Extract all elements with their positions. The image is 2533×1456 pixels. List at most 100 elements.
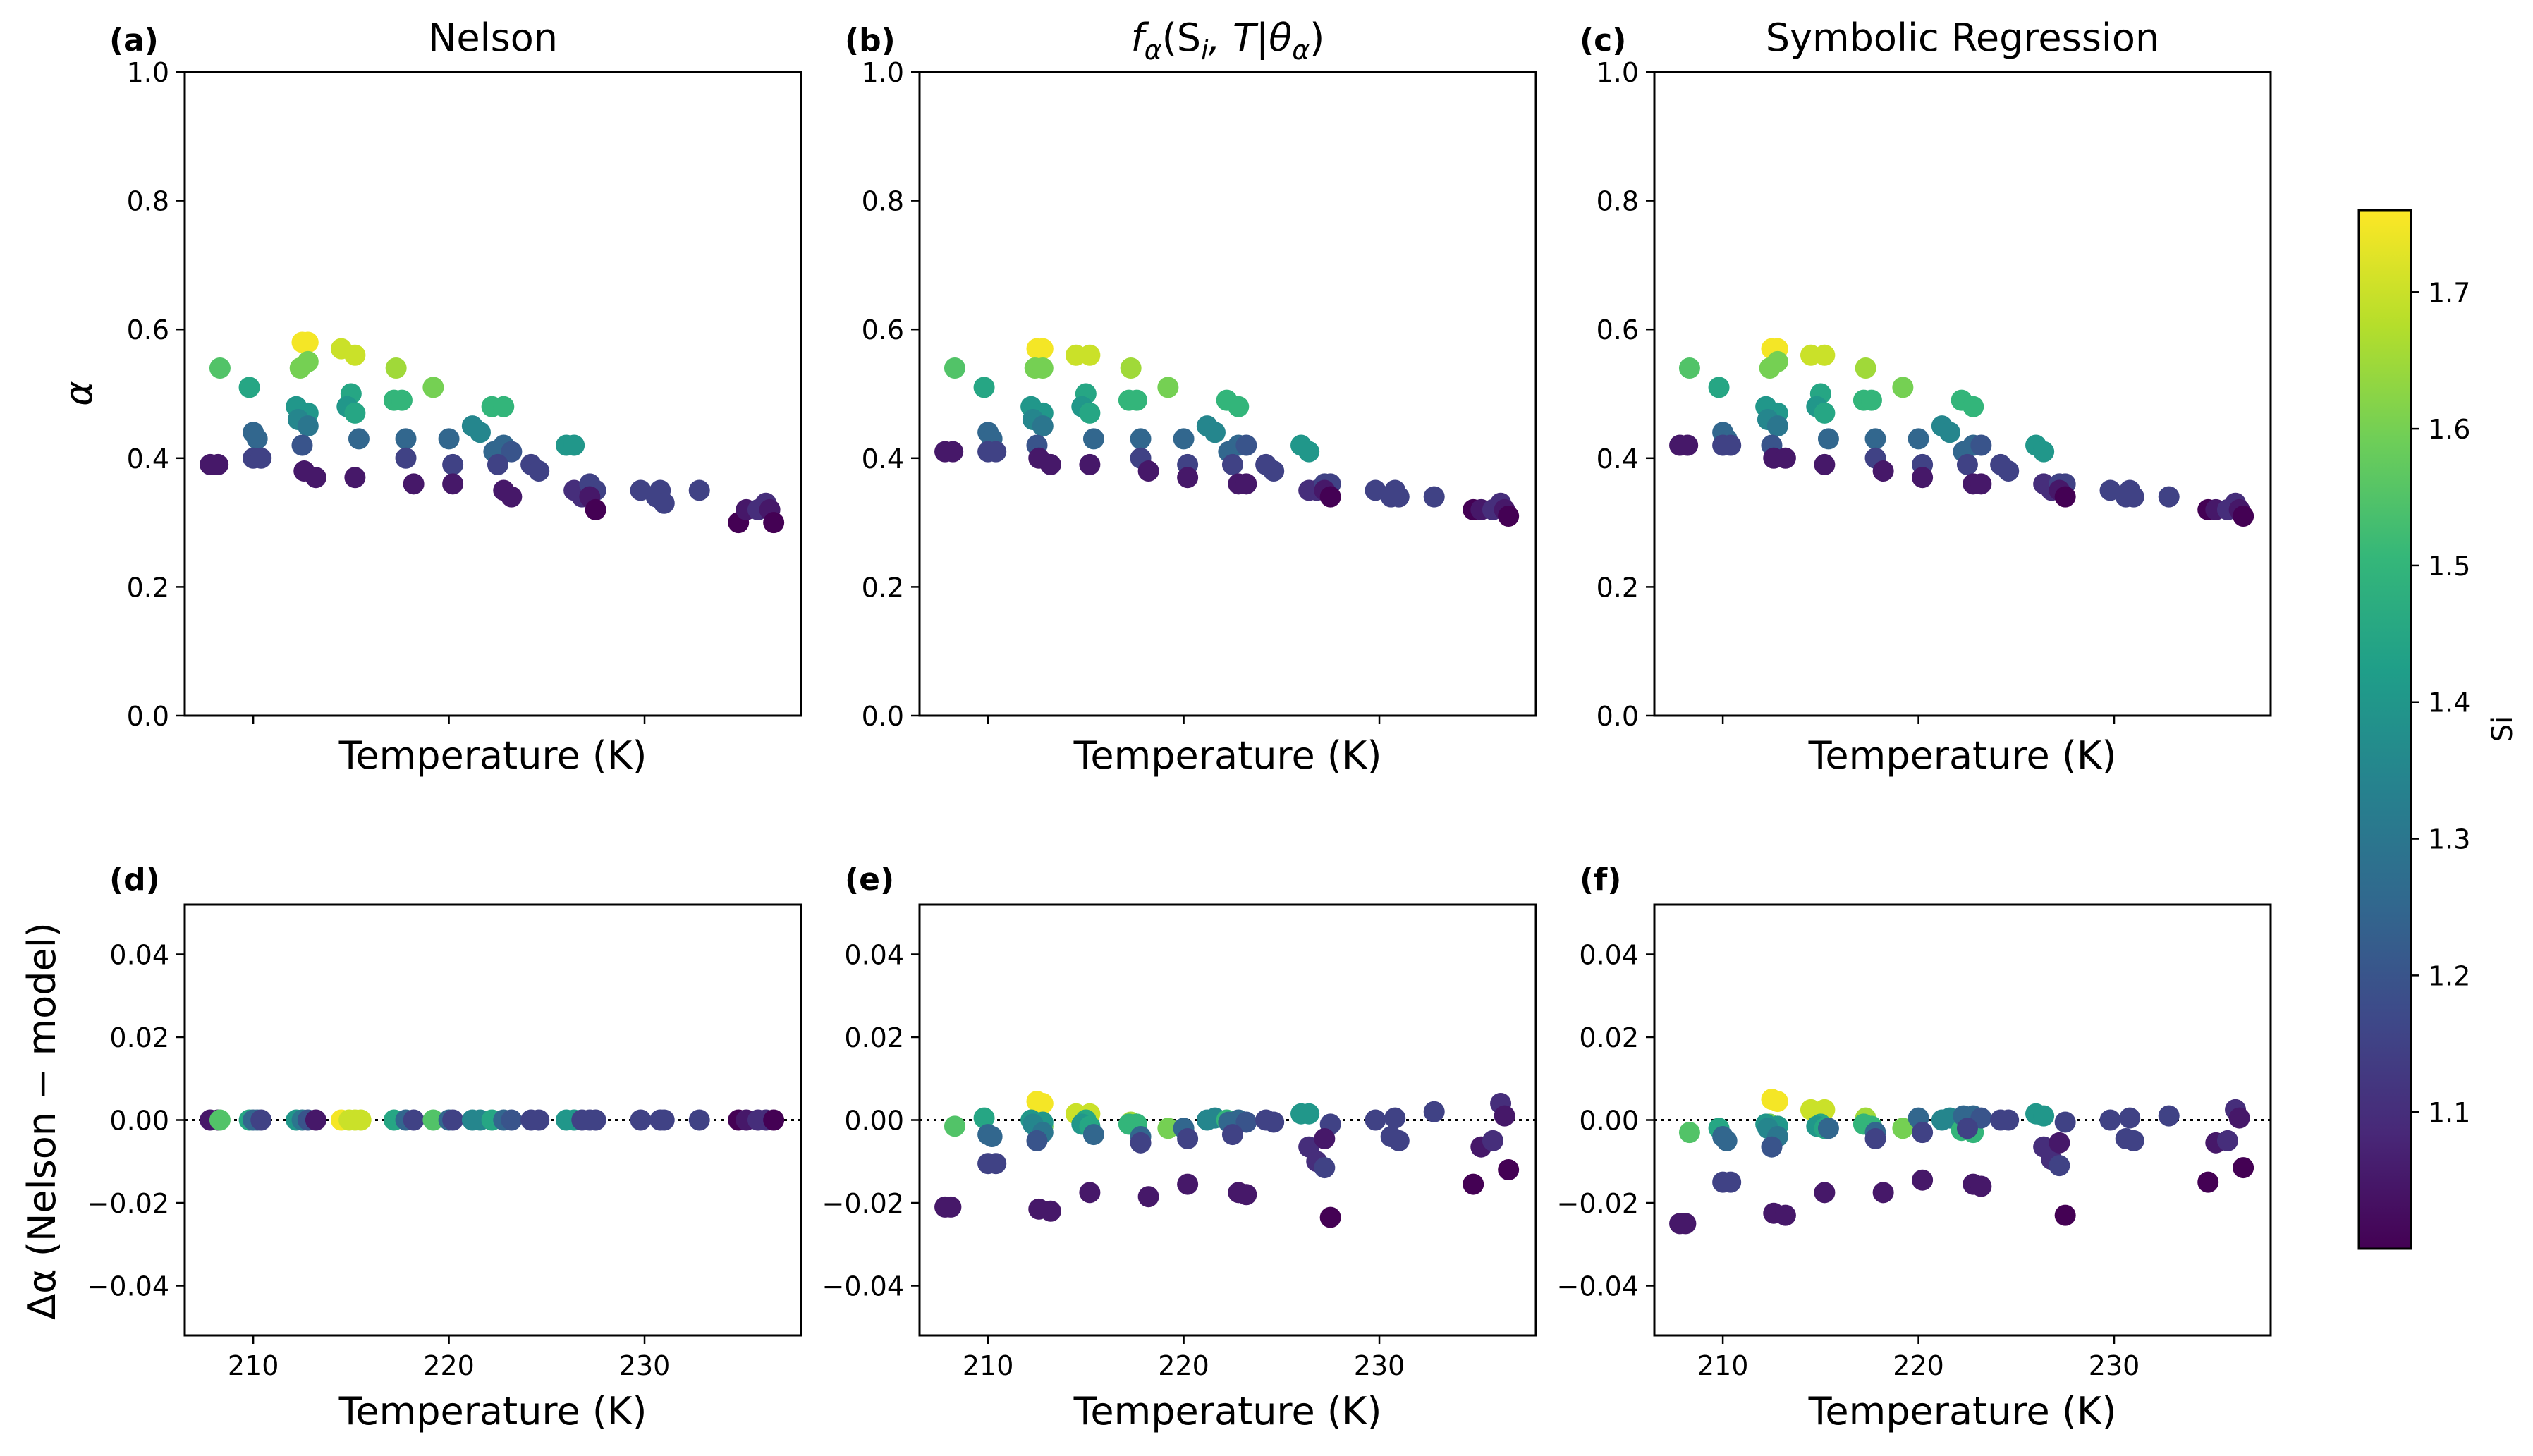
data-point xyxy=(1177,1127,1199,1149)
colorbar-tick-label: 1.6 xyxy=(2428,414,2470,445)
data-point xyxy=(1157,1118,1179,1139)
data-point xyxy=(1872,460,1894,482)
xticks-c xyxy=(1721,716,2116,724)
data-point xyxy=(2049,1155,2070,1177)
axes-frame-b xyxy=(918,71,1537,717)
data-point xyxy=(1956,453,1978,475)
ylabel-a: α xyxy=(56,381,101,406)
data-point xyxy=(1130,428,1152,450)
data-point xyxy=(653,492,675,514)
data-point xyxy=(501,1109,523,1131)
colorbar-tick-label: 1.1 xyxy=(2428,1097,2470,1128)
data-point xyxy=(1908,428,1929,450)
data-point xyxy=(395,447,417,469)
data-point xyxy=(1082,428,1104,450)
ytick-label: 0.00 xyxy=(844,1106,904,1137)
colorbar-tick-label: 1.4 xyxy=(2428,687,2470,718)
data-point xyxy=(1120,357,1142,379)
data-point xyxy=(1864,428,1886,450)
data-point xyxy=(2158,486,2180,508)
data-point xyxy=(942,441,964,463)
axes-frame-f xyxy=(1653,903,2272,1337)
data-point xyxy=(1079,344,1101,366)
xtick-label: 210 xyxy=(228,1350,279,1381)
data-point xyxy=(1956,1118,1978,1139)
ytick-label: 0.04 xyxy=(109,940,169,971)
data-point xyxy=(688,1109,710,1131)
data-point xyxy=(1314,1157,1336,1179)
data-point xyxy=(2049,1132,2070,1154)
panel-label-e: (e) xyxy=(845,862,894,898)
data-point xyxy=(944,357,965,379)
ytick-label: 0.4 xyxy=(862,443,904,475)
data-point xyxy=(438,428,460,450)
ytick-label: −0.02 xyxy=(822,1188,904,1219)
data-point xyxy=(1498,505,1520,527)
ytick-label: 0.2 xyxy=(862,572,904,603)
colorbar-tick-label: 1.3 xyxy=(2428,824,2470,855)
data-point xyxy=(1720,434,1742,456)
title-b-sub-end: α xyxy=(1292,35,1310,66)
xlabel-a: Temperature (K) xyxy=(338,733,647,778)
data-point xyxy=(1892,377,1914,398)
data-point xyxy=(1039,453,1061,475)
xlabel-e: Temperature (K) xyxy=(1073,1389,1382,1433)
data-point xyxy=(1970,1175,1992,1197)
title-b-close: ) xyxy=(1310,16,1324,60)
data-point xyxy=(344,344,366,366)
data-point xyxy=(1766,350,1788,372)
data-point xyxy=(422,377,444,398)
colorbar-tick-label: 1.7 xyxy=(2428,277,2470,308)
panel-label-d: (d) xyxy=(109,862,160,898)
ytick-label: 0.0 xyxy=(1597,701,1639,732)
yticks-b: 0.0 0.2 0.4 0.6 0.8 1.0 xyxy=(862,57,920,732)
ytick-label: −0.02 xyxy=(1557,1188,1639,1219)
ytick-label: 0.4 xyxy=(1597,443,1639,475)
ytick-label: −0.02 xyxy=(87,1188,169,1219)
data-point xyxy=(1079,402,1101,424)
data-point xyxy=(403,1109,425,1131)
xlabel-c: Temperature (K) xyxy=(1808,733,2117,778)
ytick-label: −0.04 xyxy=(1557,1271,1639,1302)
data-point xyxy=(1314,1127,1336,1149)
data-point xyxy=(487,453,508,475)
data-point xyxy=(2099,1109,2121,1131)
ytick-label: 0.8 xyxy=(1597,186,1639,217)
data-point xyxy=(1872,1182,1894,1204)
data-point xyxy=(297,331,319,353)
data-point xyxy=(1388,1130,1410,1151)
ytick-label: 0.02 xyxy=(1579,1022,1639,1053)
ytick-label: 1.0 xyxy=(127,57,169,88)
data-point xyxy=(1716,1130,1738,1151)
xtick-label: 220 xyxy=(1158,1350,1209,1381)
data-point xyxy=(442,1109,464,1131)
title-b: fα(Si, T|θα) xyxy=(1131,16,1325,66)
ytick-label: 1.0 xyxy=(862,57,904,88)
data-point xyxy=(763,1109,785,1131)
data-point xyxy=(1204,422,1226,443)
ytick-label: 0.00 xyxy=(1579,1106,1639,1137)
data-point xyxy=(585,1109,606,1131)
colorbar-tick-label: 1.5 xyxy=(2428,551,2470,582)
data-point xyxy=(1892,1118,1914,1139)
data-point xyxy=(385,357,407,379)
data-point xyxy=(391,389,413,411)
data-point xyxy=(403,473,425,495)
ytick-label: −0.04 xyxy=(822,1271,904,1302)
data-point xyxy=(501,486,523,508)
yticks-d: −0.04 −0.02 0.00 0.02 0.04 xyxy=(87,940,185,1302)
data-point xyxy=(291,434,313,456)
ytick-label: 0.04 xyxy=(1579,940,1639,971)
ytick-label: 0.6 xyxy=(862,314,904,345)
data-point xyxy=(973,1107,995,1129)
data-point xyxy=(1263,1111,1285,1133)
title-a: Nelson xyxy=(428,16,558,60)
data-point xyxy=(1319,486,1341,508)
xlabel-d: Temperature (K) xyxy=(338,1389,647,1433)
data-point xyxy=(1766,415,1788,437)
data-point xyxy=(305,467,326,489)
data-point xyxy=(1125,389,1147,411)
ytick-label: 0.6 xyxy=(1597,314,1639,345)
data-point xyxy=(1157,377,1179,398)
ytick-label: 1.0 xyxy=(1597,57,1639,88)
